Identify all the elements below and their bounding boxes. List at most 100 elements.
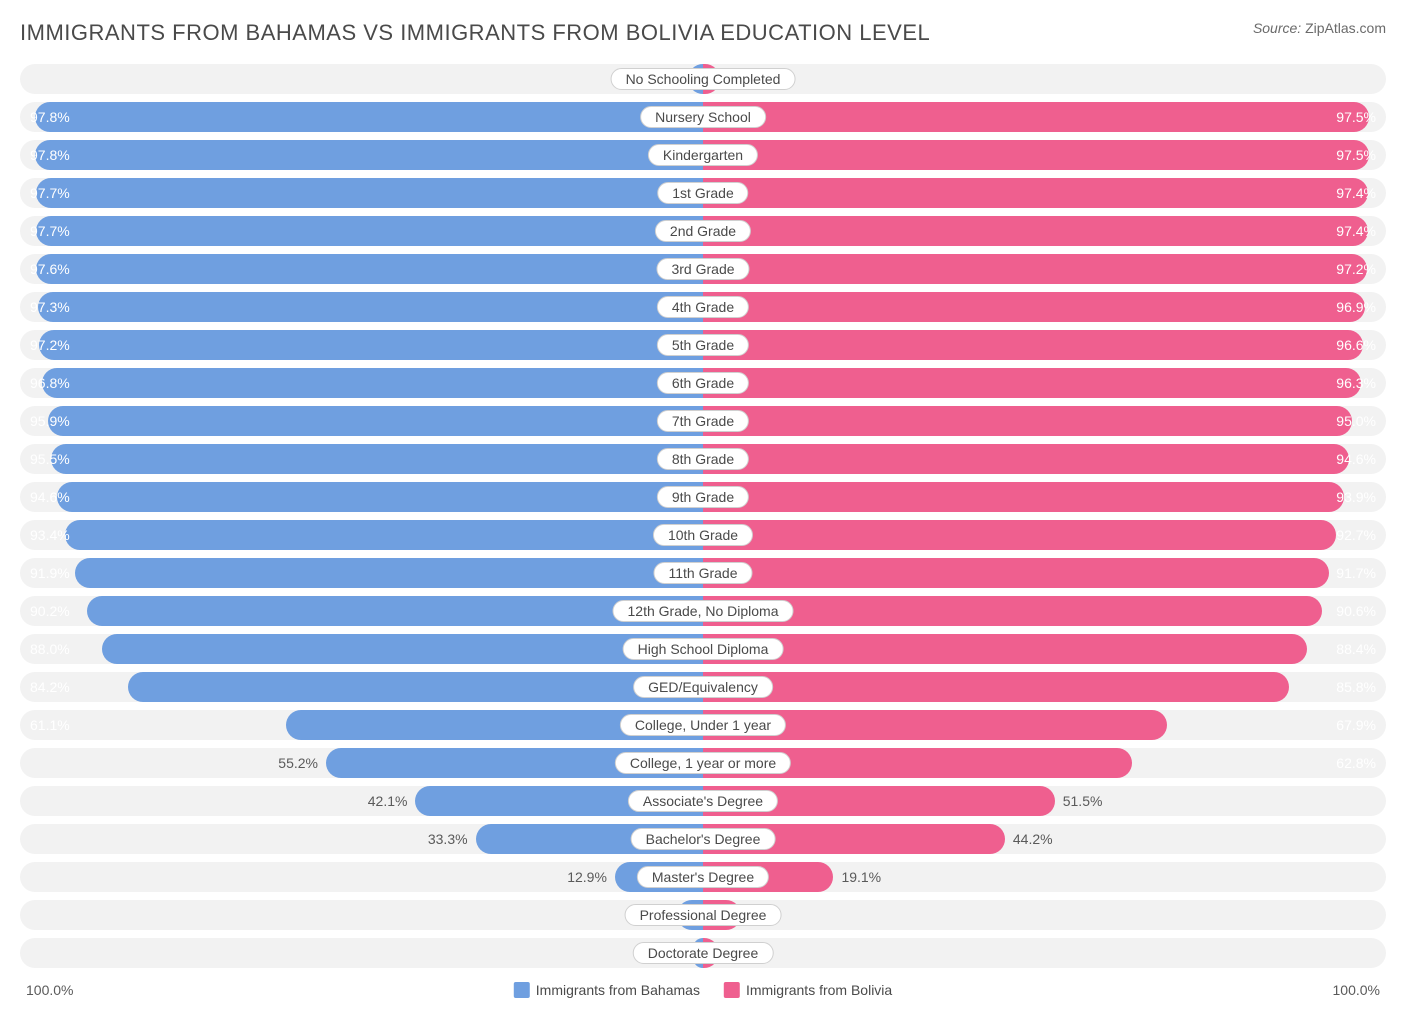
category-label: 12th Grade, No Diploma: [613, 600, 794, 622]
category-label: College, 1 year or more: [615, 752, 791, 774]
bar-right: [703, 482, 1344, 512]
category-label: 3rd Grade: [656, 258, 749, 280]
value-left: 61.1%: [30, 717, 70, 733]
value-left: 84.2%: [30, 679, 70, 695]
source-value: ZipAtlas.com: [1305, 20, 1386, 36]
value-right: 44.2%: [1013, 831, 1053, 847]
chart-row: 33.3%44.2%Bachelor's Degree: [20, 824, 1386, 854]
axis-right-label: 100.0%: [1333, 982, 1380, 998]
chart-row: 97.3%96.9%4th Grade: [20, 292, 1386, 322]
bar-right: [703, 672, 1289, 702]
value-left: 96.8%: [30, 375, 70, 391]
bar-right: [703, 216, 1368, 246]
category-label: College, Under 1 year: [620, 714, 786, 736]
bar-right: [703, 558, 1329, 588]
bar-right: [703, 596, 1322, 626]
chart-row: 97.2% 96.6% 5th Grade: [20, 330, 1386, 360]
source: Source: ZipAtlas.com: [1253, 20, 1386, 36]
bar-right: [703, 444, 1349, 474]
chart-row: 97.7%97.4%2nd Grade: [20, 216, 1386, 246]
value-left: 90.2%: [30, 603, 70, 619]
category-label: 1st Grade: [657, 182, 748, 204]
chart-row: 55.2% 62.8% College, 1 year or more: [20, 748, 1386, 778]
value-left: 97.3%: [30, 299, 70, 315]
category-label: Professional Degree: [625, 904, 782, 926]
value-right: 96.6%: [1336, 337, 1376, 353]
bar-left: [87, 596, 703, 626]
category-label: Associate's Degree: [628, 790, 778, 812]
value-left: 97.8%: [30, 109, 70, 125]
chart-title: IMMIGRANTS FROM BAHAMAS VS IMMIGRANTS FR…: [20, 20, 930, 46]
category-label: No Schooling Completed: [611, 68, 796, 90]
category-label: GED/Equivalency: [633, 676, 773, 698]
category-label: 2nd Grade: [655, 220, 751, 242]
value-left: 97.6%: [30, 261, 70, 277]
legend-label-right: Immigrants from Bolivia: [746, 982, 892, 998]
header: IMMIGRANTS FROM BAHAMAS VS IMMIGRANTS FR…: [20, 20, 1386, 46]
category-label: Master's Degree: [637, 866, 769, 888]
axis-left-label: 100.0%: [26, 982, 73, 998]
chart-row: 97.8%97.5%Kindergarten: [20, 140, 1386, 170]
value-right: 95.0%: [1336, 413, 1376, 429]
value-left: 97.7%: [30, 223, 70, 239]
value-left: 95.5%: [30, 451, 70, 467]
category-label: Bachelor's Degree: [631, 828, 776, 850]
value-left: 42.1%: [368, 793, 408, 809]
chart-row: 96.8%96.3%6th Grade: [20, 368, 1386, 398]
bar-left: [42, 368, 703, 398]
value-right: 85.8%: [1336, 679, 1376, 695]
value-right: 62.8%: [1336, 755, 1376, 771]
category-label: High School Diploma: [623, 638, 784, 660]
bar-left: [35, 140, 703, 170]
bar-right: [703, 102, 1369, 132]
value-right: 51.5%: [1063, 793, 1103, 809]
chart-row: 84.2% 85.8% GED/Equivalency: [20, 672, 1386, 702]
chart-row: 88.0%88.4%High School Diploma: [20, 634, 1386, 664]
bar-left: [35, 102, 703, 132]
bar-left: [65, 520, 703, 550]
value-left: 55.2%: [278, 755, 318, 771]
bar-left: [75, 558, 703, 588]
category-label: 5th Grade: [657, 334, 749, 356]
chart-row: 3.8%5.5%Professional Degree: [20, 900, 1386, 930]
chart-row: 61.1%67.9%College, Under 1 year: [20, 710, 1386, 740]
bar-left: [128, 672, 703, 702]
category-label: 7th Grade: [657, 410, 749, 432]
value-left: 94.6%: [30, 489, 70, 505]
value-right: 90.6%: [1336, 603, 1376, 619]
value-right: 93.9%: [1336, 489, 1376, 505]
chart-row: 90.2% 90.6% 12th Grade, No Diploma: [20, 596, 1386, 626]
value-right: 19.1%: [841, 869, 881, 885]
bar-left: [102, 634, 703, 664]
bar-left: [36, 216, 703, 246]
chart-row: 97.8%97.5%Nursery School: [20, 102, 1386, 132]
chart-footer: 100.0% Immigrants from Bahamas Immigrant…: [20, 976, 1386, 1004]
value-left: 97.7%: [30, 185, 70, 201]
bar-right: [703, 406, 1352, 436]
category-label: Kindergarten: [648, 144, 758, 166]
value-left: 97.2%: [30, 337, 70, 353]
chart-row: 2.2%2.5%No Schooling Completed: [20, 64, 1386, 94]
category-label: Doctorate Degree: [633, 942, 774, 964]
chart-row: 12.9%19.1%Master's Degree: [20, 862, 1386, 892]
chart-row: 97.6% 97.2% 3rd Grade: [20, 254, 1386, 284]
legend-item-right: Immigrants from Bolivia: [724, 982, 892, 998]
chart-row: 91.9%91.7%11th Grade: [20, 558, 1386, 588]
value-right: 97.2%: [1336, 261, 1376, 277]
legend-item-left: Immigrants from Bahamas: [514, 982, 700, 998]
value-right: 97.5%: [1336, 109, 1376, 125]
value-right: 92.7%: [1336, 527, 1376, 543]
bar-left: [38, 292, 703, 322]
bar-right: [703, 634, 1307, 664]
value-right: 96.3%: [1336, 375, 1376, 391]
bar-right: [703, 330, 1363, 360]
value-right: 88.4%: [1336, 641, 1376, 657]
bar-left: [36, 178, 703, 208]
bar-left: [57, 482, 703, 512]
chart-row: 97.7%97.4%1st Grade: [20, 178, 1386, 208]
bar-left: [48, 406, 703, 436]
chart-row: 95.5%94.6%8th Grade: [20, 444, 1386, 474]
bar-right: [703, 520, 1336, 550]
legend-swatch-right: [724, 982, 740, 998]
value-right: 91.7%: [1336, 565, 1376, 581]
